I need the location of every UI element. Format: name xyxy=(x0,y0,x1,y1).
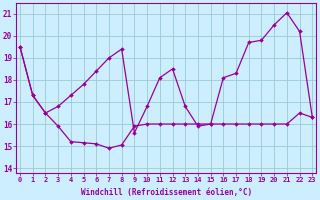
X-axis label: Windchill (Refroidissement éolien,°C): Windchill (Refroidissement éolien,°C) xyxy=(81,188,252,197)
